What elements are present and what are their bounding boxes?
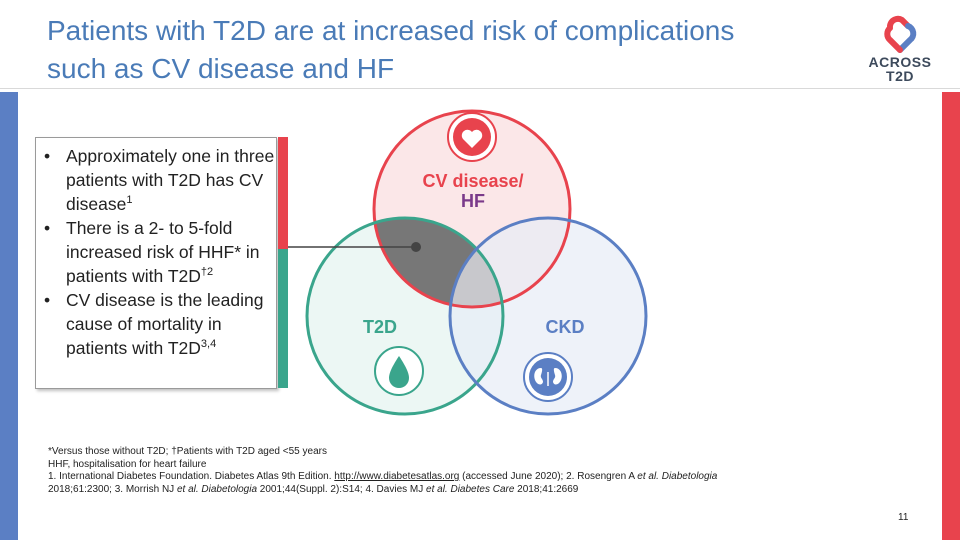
box-accent-red (278, 137, 288, 249)
cv-t2d-overlap (374, 218, 503, 307)
references-line2: 2018;61:2300; 3. Morrish NJ et al. Diabe… (48, 483, 579, 495)
bullet-cv-prevalence: Approximately one in three patients with… (44, 144, 276, 216)
left-accent-bar (0, 92, 18, 540)
across-t2d-logo: ACROSS T2D (860, 12, 940, 84)
heart-knot-icon (884, 15, 917, 53)
cv-label-line1: CV disease/ (422, 171, 523, 191)
kidney-icon (523, 352, 573, 402)
drop-icon (374, 346, 424, 396)
key-points-list: Approximately one in three patients with… (36, 138, 276, 360)
logo-text-t2d: T2D (886, 68, 914, 84)
reference-superscript: †2 (200, 266, 214, 279)
box-accent-teal (278, 249, 288, 388)
slide-title-line2: such as CV disease and HF (47, 53, 395, 84)
slide-title: Patients with T2D are at increased risk … (47, 12, 847, 88)
references-line1: 1. International Diabetes Foundation. Di… (48, 471, 718, 482)
heart-icon (447, 112, 497, 162)
ckd-circle-fill (450, 218, 646, 414)
page-number: 11 (898, 512, 909, 523)
footnote-abbreviation: HHF, hospitalisation for heart failure (48, 458, 207, 470)
ckd-circle (448, 216, 648, 416)
ckd-label: CKD (546, 317, 585, 337)
slide-title-line1: Patients with T2D are at increased risk … (47, 15, 735, 46)
bullet-cv-mortality: CV disease is the leading cause of morta… (44, 288, 276, 360)
bullet-hhf-risk: There is a 2- to 5-fold increased risk o… (44, 216, 276, 288)
footnotes: *Versus those without T2D; †Patients wit… (48, 446, 808, 496)
t2d-circle (305, 216, 505, 416)
diabetes-atlas-link[interactable]: http://www.diabetesatlas.org (334, 471, 460, 482)
connector-dot (411, 242, 421, 252)
reference-superscript: 1 (126, 194, 133, 207)
key-points-box: Approximately one in three patients with… (35, 137, 277, 389)
reference-superscript: 3,4 (200, 338, 217, 351)
t2d-label: T2D (363, 317, 397, 337)
cv-circle (372, 109, 572, 309)
cv-label-line2: HF (461, 191, 485, 211)
title-divider (0, 88, 960, 89)
footnote-definitions: *Versus those without T2D; †Patients wit… (48, 446, 327, 457)
logo-text-across: ACROSS (868, 54, 932, 70)
right-accent-bar (942, 92, 960, 540)
